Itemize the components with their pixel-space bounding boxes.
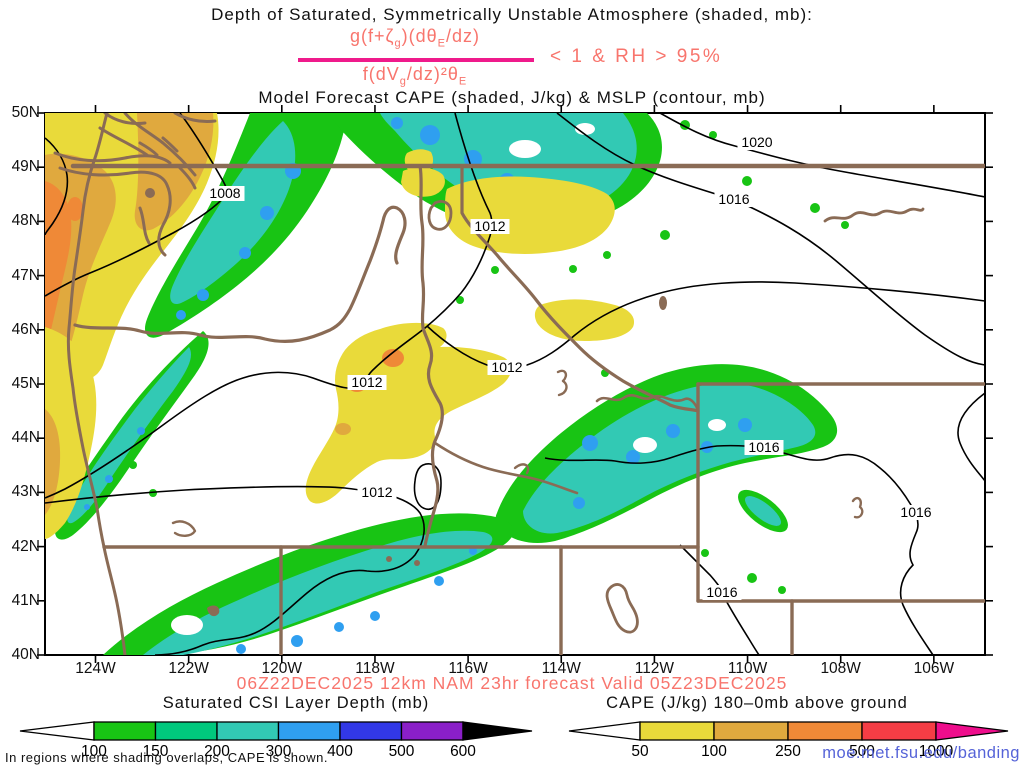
lon-label-124W: 124W [75, 660, 116, 677]
csi-colorbar-segment-3 [277, 721, 341, 741]
lon-label-106W: 106W [913, 660, 955, 677]
subtitle: Model Forecast CAPE (shaded, J/kg) & MSL… [258, 88, 766, 107]
lon-label-118W: 118W [355, 660, 395, 677]
contour-label-1012: 1012 [351, 374, 382, 390]
contour-label-1016: 1016 [900, 504, 931, 520]
csi-colorbar-segment-1 [154, 721, 218, 741]
formula-numerator: g(f+ζg)(dθE/dz) [350, 26, 480, 50]
border-wa-or-columbia [73, 205, 407, 343]
lat-label-44N: 44N [11, 429, 40, 447]
cape-region-oregon-coast [45, 327, 97, 539]
cape-colorbar-tick-250: 250 [775, 743, 801, 760]
cape-colorbar-tick-500: 500 [849, 743, 875, 760]
contour-1020 [659, 113, 985, 198]
csi-colorbar-tick-300: 300 [266, 743, 292, 760]
formula-condition: < 1 & RH > 95% [550, 46, 723, 67]
formula-fraction-bar [298, 58, 534, 62]
csi-colorbar-segment-5 [400, 721, 464, 741]
oregon-lake [171, 520, 197, 537]
lon-label-112W: 112W [634, 660, 675, 677]
csi-colorbar-tick-200: 200 [204, 743, 230, 760]
colorbars: 100 150 200 300 400 500 600 50 100 250 500 1000 [19, 721, 1009, 760]
lat-label-48N: 48N [11, 212, 40, 230]
canyon-ferry-lake [659, 296, 667, 310]
cape-colorbar-tick-1000: 1000 [919, 743, 954, 760]
lon-label-108W: 108W [820, 660, 861, 677]
csi-colorbar-tick-500: 500 [389, 743, 415, 760]
csi-colorbar: 100 150 200 300 400 500 600 [19, 721, 533, 760]
geography-borders [53, 113, 985, 655]
great-salt-lake [605, 583, 639, 634]
source-url-link[interactable]: moe.met.fsu.edu/banding [822, 744, 1020, 762]
csi-colorbar-title: Saturated CSI Layer Depth (mb) [162, 694, 430, 712]
cape-colorbar-segment-0 [639, 721, 715, 741]
csi-colorbar-tick-600: 600 [450, 743, 476, 760]
cape-region-central-idaho [305, 322, 512, 504]
contour-1012-east-branch [426, 281, 985, 369]
lat-label-45N: 45N [11, 375, 40, 392]
lat-label-42N: 42N [11, 537, 40, 555]
lat-label-49N: 49N [11, 158, 40, 176]
cape-region-east-patch [534, 299, 635, 341]
contour-label-1016: 1016 [718, 191, 749, 207]
axis-ticks [37, 105, 993, 663]
csi-colorbar-segment-4 [339, 721, 403, 741]
formula-denominator: f(dVg/dz)²θE [362, 64, 468, 88]
lake-pend-oreille [427, 200, 453, 231]
cape-colorbar-title: CAPE (J/kg) 180–0mb above ground [606, 694, 908, 712]
csi-colorbar-segment-2 [216, 721, 280, 741]
overlap-note: In regions where shading overlaps, CAPE … [5, 750, 328, 765]
contour-label-1012: 1012 [361, 484, 392, 500]
lon-label-122W: 122W [168, 660, 209, 677]
pacific-coastline [66, 113, 127, 655]
contour-1016-right-edge [957, 392, 985, 482]
river-squiggle [556, 369, 568, 397]
lon-label-120W: 120W [261, 660, 303, 677]
csi-colorbar-segment-0 [93, 721, 157, 741]
forecast-map: 1020 1016 1008 1012 1012 1012 1012 1016 1016 1016 [37, 105, 993, 663]
contour-label-1008: 1008 [209, 185, 240, 201]
contour-1012-closed-oval [413, 463, 442, 510]
cape-colorbar-segment-1 [713, 721, 789, 741]
montana-river [823, 207, 925, 223]
csi-colorbar-tick-150: 150 [143, 743, 169, 760]
lon-label-110W: 110W [727, 660, 768, 677]
cape-region-north-central [445, 176, 615, 254]
puget-sound-detail [53, 113, 217, 257]
contour-1012-south [45, 485, 425, 655]
csi-colorbar-tick-400: 400 [327, 743, 353, 760]
lon-label-114W: 114W [541, 660, 581, 677]
contour-1008 [45, 113, 228, 297]
contour-label-1012: 1012 [474, 218, 505, 234]
contour-label-group: 1020 1016 1008 1012 1012 1012 1012 1016 1016 1016 [205, 134, 936, 600]
contour-label-1016: 1016 [748, 439, 779, 455]
contour-1016-north [556, 113, 985, 366]
border-idaho-montana [460, 164, 700, 413]
border-idaho-west [418, 164, 444, 549]
snake-river-plain [433, 441, 579, 495]
border-divide-squiggle [595, 394, 700, 412]
page-title: Depth of Saturated, Symmetrically Unstab… [211, 5, 813, 24]
csi-colorbar-tick-100: 100 [81, 743, 107, 760]
lat-label-43N: 43N [11, 483, 40, 501]
lon-label-116W: 116W [448, 660, 488, 677]
cape-colorbar-segment-2 [787, 721, 863, 741]
contour-1016-center [544, 444, 934, 655]
forecast-valid-line: 06Z22DEC2025 12km NAM 23hr forecast Vali… [236, 673, 788, 693]
csi-scattered-specks [129, 120, 849, 594]
wyoming-squiggle [851, 496, 864, 519]
contour-label-1012: 1012 [491, 359, 522, 375]
contour-label-1016: 1016 [706, 584, 737, 600]
lat-label-46N: 46N [11, 320, 40, 338]
lat-label-50N: 50N [11, 104, 40, 121]
cape-colorbar: 50 100 250 500 1000 [568, 721, 1009, 760]
lat-label-40N: 40N [11, 646, 40, 663]
lat-label-47N: 47N [11, 266, 40, 284]
cape-colorbar-tick-50: 50 [631, 743, 649, 760]
lat-label-41N: 41N [11, 591, 40, 609]
cape-colorbar-segment-3 [861, 721, 937, 741]
cape-colorbar-tick-100: 100 [701, 743, 727, 760]
contour-label-1020: 1020 [741, 134, 772, 150]
